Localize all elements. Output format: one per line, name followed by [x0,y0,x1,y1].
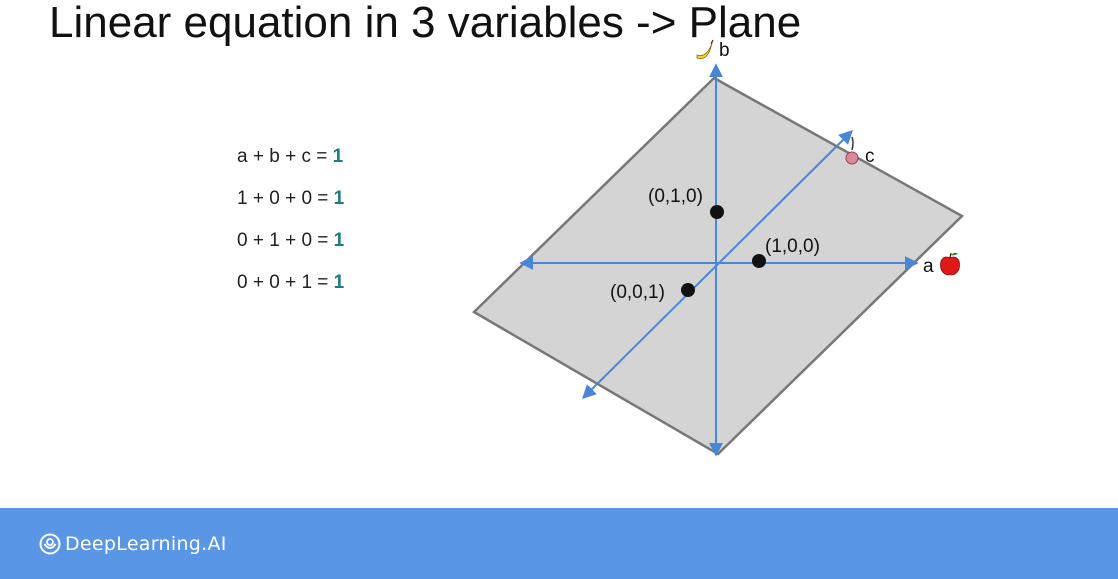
axis-b-label: b [719,40,730,61]
equation-lhs: 0 + 1 + 0 = [237,230,334,251]
point-label-1-0-0: (1,0,0) [765,236,820,257]
plane-diagram: (0,1,0) (1,0,0) (0,0,1) b c a [471,39,965,457]
axis-c-line [582,130,853,399]
equation-row: 1 + 0 + 0 = 1 [237,186,344,228]
equation-rhs: 1 [333,272,345,293]
point-label-0-0-1: (0,0,1) [610,282,665,303]
brand-name: DeepLearning.AI [65,533,227,555]
equation-row: 0 + 0 + 1 = 1 [237,270,344,312]
slide-title: Linear equation in 3 variables -> Plane [49,0,802,47]
point-label-0-1-0: (0,1,0) [648,186,703,207]
equation-rhs: 1 [333,188,345,209]
footer-bar: DeepLearning.AI [0,508,1118,579]
cherry-icon [845,136,859,165]
brand-logo: DeepLearning.AI [39,533,227,555]
equation-rhs: 1 [333,230,345,251]
axis-c-label: c [865,146,875,167]
equation-rhs: 1 [332,146,344,167]
point-1-0-0 [752,254,766,268]
point-0-1-0 [710,205,724,219]
axis-a-label: a [923,256,934,277]
plane [471,76,965,456]
banana-icon [696,39,714,60]
deeplearning-logo-icon [39,533,61,555]
equation-row: 0 + 1 + 0 = 1 [237,228,344,270]
equation-lhs: 0 + 0 + 1 = [237,272,334,293]
equation-list: a + b + c = 1 1 + 0 + 0 = 1 0 + 1 + 0 = … [237,144,344,312]
equation-lhs: a + b + c = [237,146,333,167]
equation-lhs: 1 + 0 + 0 = [237,188,334,209]
apple-icon [940,252,960,276]
equation-row: a + b + c = 1 [237,144,344,186]
point-0-0-1 [681,283,695,297]
